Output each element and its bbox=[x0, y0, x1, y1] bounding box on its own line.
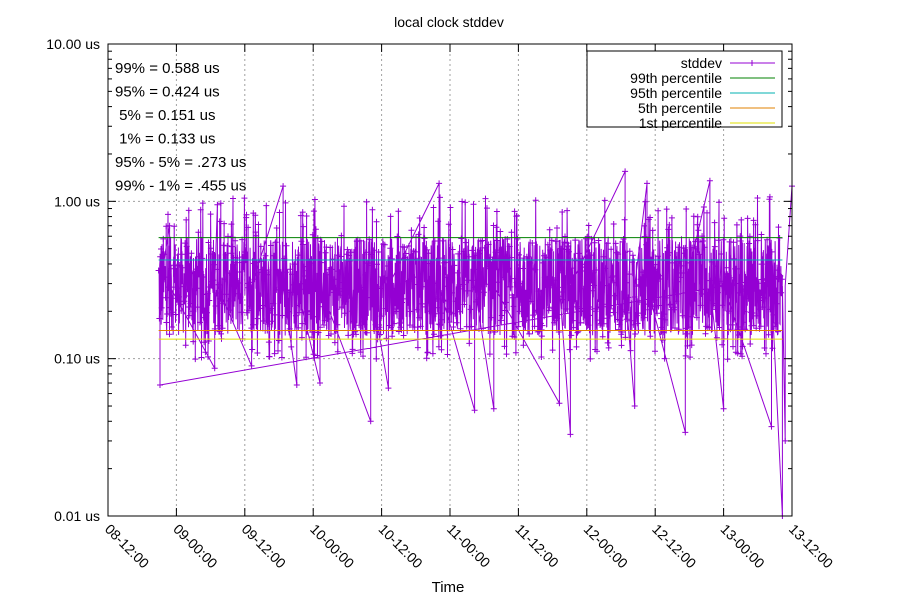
chart-title: local clock stddev bbox=[394, 14, 504, 30]
legend-label: 95th percentile bbox=[630, 85, 722, 101]
stat-line: 99% = 0.588 us bbox=[115, 60, 220, 77]
y-tick-label: 0.10 us bbox=[54, 351, 100, 367]
percentile-lines bbox=[158, 237, 783, 340]
stat-line: 5% = 0.151 us bbox=[115, 107, 216, 124]
x-tick-label: 11-00:00 bbox=[444, 521, 494, 571]
legend-box bbox=[586, 50, 783, 128]
x-tick-label: 13-00:00 bbox=[717, 521, 768, 572]
stat-line: 99% - 1% = .455 us bbox=[115, 178, 246, 195]
stat-line: 95% - 5% = .273 us bbox=[115, 154, 246, 171]
x-axis-label: Time bbox=[432, 579, 465, 596]
legend-label: 1st percentile bbox=[639, 115, 722, 131]
stddev-series-markers bbox=[155, 168, 795, 519]
x-tick-label: 13-12:00 bbox=[786, 521, 837, 572]
legend-label: 99th percentile bbox=[630, 70, 722, 86]
legend-marker bbox=[749, 60, 755, 66]
stat-line: 1% = 0.133 us bbox=[115, 131, 216, 148]
x-tick-label: 10-12:00 bbox=[375, 521, 426, 572]
y-tick-label: 1.00 us bbox=[54, 193, 100, 209]
y-tick-label: 0.01 us bbox=[54, 508, 100, 524]
x-tick-label: 08-12:00 bbox=[102, 521, 153, 572]
x-tick-label: 12-12:00 bbox=[649, 521, 700, 572]
data-layer bbox=[155, 168, 795, 519]
x-tick-label: 10-00:00 bbox=[307, 521, 358, 572]
stats-annotations: 99% = 0.588 us 95% = 0.424 us 5% = 0.151 … bbox=[115, 60, 246, 195]
x-tick-label: 11-12:00 bbox=[512, 521, 562, 571]
x-tick-label: 09-12:00 bbox=[239, 521, 290, 572]
y-tick-label: 10.00 us bbox=[46, 36, 100, 52]
legend-label: 5th percentile bbox=[638, 100, 722, 116]
x-tick-label: 12-00:00 bbox=[581, 521, 632, 572]
legend-label: stddev bbox=[681, 55, 722, 71]
stat-line: 95% = 0.424 us bbox=[115, 84, 220, 101]
y-axis: 0.01 us 0.10 us 1.00 us 10.00 us bbox=[46, 36, 792, 524]
x-tick-label: 09-00:00 bbox=[170, 521, 221, 572]
